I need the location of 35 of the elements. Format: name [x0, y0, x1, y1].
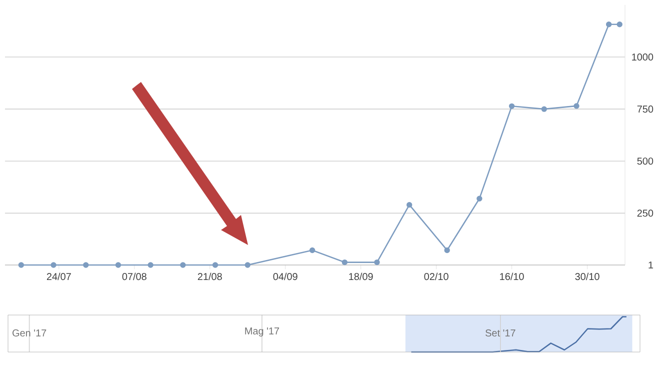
x-tick-label: 04/09	[273, 272, 298, 280]
x-tick-label: 02/10	[424, 272, 448, 280]
x-tick-label: Mag '17	[245, 328, 280, 336]
x-tick-label: 16/10	[500, 272, 524, 280]
x-tick-label: 30/10	[575, 272, 600, 280]
point	[444, 247, 450, 254]
point	[148, 262, 154, 268]
point	[309, 247, 316, 254]
point	[574, 103, 580, 109]
point	[18, 262, 24, 268]
x-tick-label: Set '17	[486, 329, 516, 336]
x-tick-label: Gen '17	[12, 329, 46, 336]
point	[616, 22, 622, 28]
y-tick-label: 750	[637, 106, 654, 113]
y-tick-label: 1000	[632, 54, 654, 61]
point	[212, 262, 218, 268]
point	[374, 259, 380, 266]
point	[244, 262, 250, 268]
point	[508, 103, 515, 110]
point	[406, 202, 412, 208]
point	[606, 22, 612, 28]
point	[180, 262, 186, 268]
x-tick-label: 18/09	[349, 272, 373, 280]
point	[115, 262, 122, 268]
x-tick-label: 24/07	[46, 272, 71, 280]
point	[83, 262, 89, 268]
x-tick-label: 07/08	[122, 272, 146, 280]
x-tick-label: 21/08	[198, 272, 222, 280]
point	[342, 259, 348, 266]
y-tick-label: 1	[648, 262, 654, 268]
point	[50, 262, 56, 268]
y-tick-label: 250	[637, 210, 654, 217]
point	[476, 196, 482, 202]
point	[541, 106, 547, 112]
y-tick-label: 500	[637, 158, 654, 165]
